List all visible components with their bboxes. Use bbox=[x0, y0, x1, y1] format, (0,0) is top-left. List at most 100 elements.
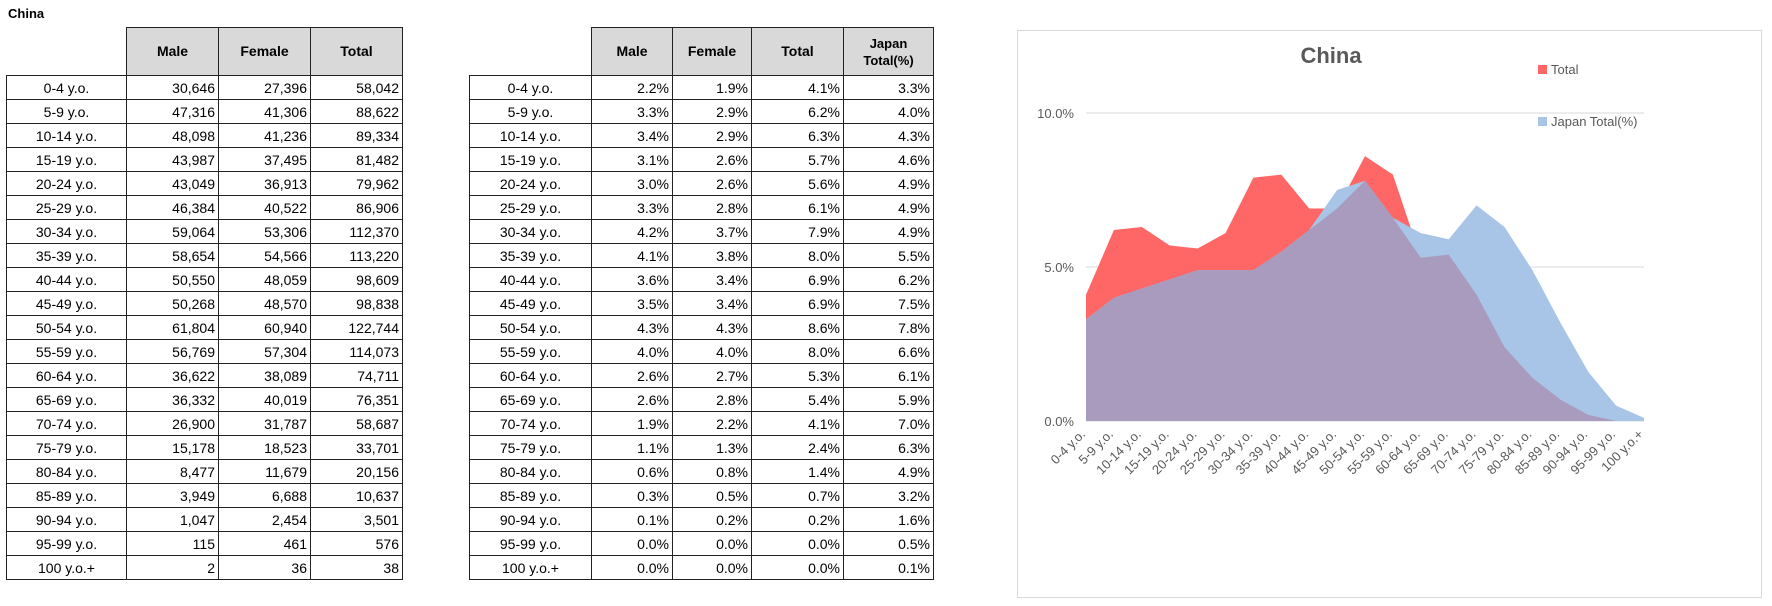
male-pct-cell[interactable]: 0.0% bbox=[591, 531, 673, 556]
female-cell[interactable]: 41,236 bbox=[218, 123, 311, 148]
male-cell[interactable]: 47,316 bbox=[126, 99, 219, 124]
total-pct-cell[interactable]: 6.2% bbox=[751, 99, 844, 124]
total-pct-cell[interactable]: 0.2% bbox=[751, 507, 844, 532]
total-cell[interactable]: 76,351 bbox=[310, 387, 403, 412]
age-cell[interactable]: 25-29 y.o. bbox=[6, 195, 127, 220]
male-cell[interactable]: 8,477 bbox=[126, 459, 219, 484]
male-cell[interactable]: 59,064 bbox=[126, 219, 219, 244]
male-pct-cell[interactable]: 4.1% bbox=[591, 243, 673, 268]
female-pct-cell[interactable]: 3.4% bbox=[672, 267, 752, 292]
female-cell[interactable]: 36 bbox=[218, 555, 311, 580]
total-pct-cell[interactable]: 0.7% bbox=[751, 483, 844, 508]
total-cell[interactable]: 3,501 bbox=[310, 507, 403, 532]
header-female[interactable]: Female bbox=[218, 27, 311, 76]
total-cell[interactable]: 81,482 bbox=[310, 147, 403, 172]
female-cell[interactable]: 18,523 bbox=[218, 435, 311, 460]
female-pct-cell[interactable]: 0.8% bbox=[672, 459, 752, 484]
male-pct-cell[interactable]: 3.3% bbox=[591, 99, 673, 124]
japan-pct-cell[interactable]: 4.9% bbox=[843, 171, 934, 196]
total-pct-cell[interactable]: 8.0% bbox=[751, 243, 844, 268]
female-pct-cell[interactable]: 2.8% bbox=[672, 195, 752, 220]
japan-pct-cell[interactable]: 0.1% bbox=[843, 555, 934, 580]
male-pct-cell[interactable]: 4.0% bbox=[591, 339, 673, 364]
male-cell[interactable]: 30,646 bbox=[126, 75, 219, 100]
japan-pct-cell[interactable]: 7.5% bbox=[843, 291, 934, 316]
japan-pct-cell[interactable]: 1.6% bbox=[843, 507, 934, 532]
female-cell[interactable]: 54,566 bbox=[218, 243, 311, 268]
female-pct-cell[interactable]: 2.2% bbox=[672, 411, 752, 436]
japan-pct-cell[interactable]: 0.5% bbox=[843, 531, 934, 556]
female-pct-cell[interactable]: 3.7% bbox=[672, 219, 752, 244]
male-cell[interactable]: 50,268 bbox=[126, 291, 219, 316]
total-cell[interactable]: 576 bbox=[310, 531, 403, 556]
total-cell[interactable]: 38 bbox=[310, 555, 403, 580]
japan-pct-cell[interactable]: 5.5% bbox=[843, 243, 934, 268]
total-pct-cell[interactable]: 7.9% bbox=[751, 219, 844, 244]
age-cell[interactable]: 20-24 y.o. bbox=[6, 171, 127, 196]
total-pct-cell[interactable]: 6.9% bbox=[751, 291, 844, 316]
total-pct-cell[interactable]: 4.1% bbox=[751, 75, 844, 100]
total-cell[interactable]: 114,073 bbox=[310, 339, 403, 364]
male-pct-cell[interactable]: 2.6% bbox=[591, 387, 673, 412]
total-cell[interactable]: 74,711 bbox=[310, 363, 403, 388]
japan-pct-cell[interactable]: 5.9% bbox=[843, 387, 934, 412]
age-cell[interactable]: 30-34 y.o. bbox=[6, 219, 127, 244]
age-cell[interactable]: 15-19 y.o. bbox=[469, 147, 592, 172]
male-pct-cell[interactable]: 3.6% bbox=[591, 267, 673, 292]
male-pct-cell[interactable]: 0.6% bbox=[591, 459, 673, 484]
japan-pct-cell[interactable]: 6.6% bbox=[843, 339, 934, 364]
female-pct-cell[interactable]: 2.9% bbox=[672, 99, 752, 124]
total-pct-cell[interactable]: 4.1% bbox=[751, 411, 844, 436]
male-cell[interactable]: 36,622 bbox=[126, 363, 219, 388]
female-pct-cell[interactable]: 2.9% bbox=[672, 123, 752, 148]
male-pct-cell[interactable]: 0.0% bbox=[591, 555, 673, 580]
total-pct-cell[interactable]: 6.1% bbox=[751, 195, 844, 220]
male-pct-cell[interactable]: 3.4% bbox=[591, 123, 673, 148]
age-cell[interactable]: 10-14 y.o. bbox=[469, 123, 592, 148]
age-cell[interactable]: 60-64 y.o. bbox=[469, 363, 592, 388]
header-total-pct[interactable]: Total bbox=[751, 27, 844, 76]
age-cell[interactable]: 65-69 y.o. bbox=[6, 387, 127, 412]
total-pct-cell[interactable]: 5.7% bbox=[751, 147, 844, 172]
male-pct-cell[interactable]: 3.0% bbox=[591, 171, 673, 196]
male-cell[interactable]: 2 bbox=[126, 555, 219, 580]
total-pct-cell[interactable]: 5.4% bbox=[751, 387, 844, 412]
age-cell[interactable]: 40-44 y.o. bbox=[469, 267, 592, 292]
male-cell[interactable]: 1,047 bbox=[126, 507, 219, 532]
japan-pct-cell[interactable]: 4.3% bbox=[843, 123, 934, 148]
age-cell[interactable]: 85-89 y.o. bbox=[6, 483, 127, 508]
header-female-pct[interactable]: Female bbox=[672, 27, 752, 76]
male-pct-cell[interactable]: 1.1% bbox=[591, 435, 673, 460]
male-pct-cell[interactable]: 3.3% bbox=[591, 195, 673, 220]
chart-legend[interactable]: Total Japan Total(%) bbox=[1538, 62, 1637, 129]
age-cell[interactable]: 70-74 y.o. bbox=[469, 411, 592, 436]
male-pct-cell[interactable]: 0.1% bbox=[591, 507, 673, 532]
total-cell[interactable]: 88,622 bbox=[310, 99, 403, 124]
male-cell[interactable]: 26,900 bbox=[126, 411, 219, 436]
header-japan-total-pct[interactable]: Japan Total(%) bbox=[843, 27, 934, 76]
female-cell[interactable]: 461 bbox=[218, 531, 311, 556]
total-cell[interactable]: 79,962 bbox=[310, 171, 403, 196]
female-pct-cell[interactable]: 1.3% bbox=[672, 435, 752, 460]
total-cell[interactable]: 113,220 bbox=[310, 243, 403, 268]
female-cell[interactable]: 53,306 bbox=[218, 219, 311, 244]
japan-pct-cell[interactable]: 6.2% bbox=[843, 267, 934, 292]
age-cell[interactable]: 50-54 y.o. bbox=[469, 315, 592, 340]
female-cell[interactable]: 6,688 bbox=[218, 483, 311, 508]
female-cell[interactable]: 27,396 bbox=[218, 75, 311, 100]
male-pct-cell[interactable]: 3.5% bbox=[591, 291, 673, 316]
male-cell[interactable]: 58,654 bbox=[126, 243, 219, 268]
japan-pct-cell[interactable]: 6.3% bbox=[843, 435, 934, 460]
age-cell[interactable]: 90-94 y.o. bbox=[6, 507, 127, 532]
total-pct-cell[interactable]: 8.0% bbox=[751, 339, 844, 364]
male-cell[interactable]: 115 bbox=[126, 531, 219, 556]
age-cell[interactable]: 10-14 y.o. bbox=[6, 123, 127, 148]
female-cell[interactable]: 31,787 bbox=[218, 411, 311, 436]
male-cell[interactable]: 48,098 bbox=[126, 123, 219, 148]
japan-pct-cell[interactable]: 4.0% bbox=[843, 99, 934, 124]
female-cell[interactable]: 2,454 bbox=[218, 507, 311, 532]
male-pct-cell[interactable]: 2.2% bbox=[591, 75, 673, 100]
male-pct-cell[interactable]: 4.2% bbox=[591, 219, 673, 244]
age-cell[interactable]: 45-49 y.o. bbox=[6, 291, 127, 316]
male-cell[interactable]: 3,949 bbox=[126, 483, 219, 508]
